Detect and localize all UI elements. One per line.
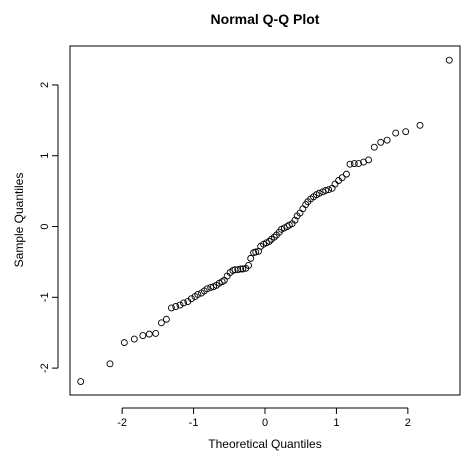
chart-title: Normal Q-Q Plot bbox=[211, 11, 320, 27]
y-axis-label: Sample Quantiles bbox=[12, 173, 26, 268]
data-point bbox=[247, 254, 255, 262]
data-point bbox=[315, 189, 323, 197]
data-point bbox=[270, 233, 278, 241]
x-tick-label: -2 bbox=[117, 417, 127, 429]
data-point bbox=[239, 265, 247, 273]
data-point bbox=[172, 303, 180, 310]
data-point bbox=[157, 319, 165, 327]
x-tick-label: 2 bbox=[405, 417, 411, 429]
data-point bbox=[325, 186, 333, 194]
data-point bbox=[234, 266, 242, 274]
data-point bbox=[338, 174, 346, 182]
x-tick-label: 0 bbox=[262, 417, 268, 429]
data-point bbox=[194, 291, 202, 298]
data-point bbox=[370, 143, 378, 151]
data-point bbox=[167, 304, 175, 312]
y-tick-label: 2 bbox=[39, 82, 51, 88]
data-point bbox=[252, 248, 260, 256]
x-tick-label: -1 bbox=[189, 417, 199, 429]
data-point bbox=[187, 295, 195, 303]
data-point bbox=[383, 136, 391, 144]
data-point bbox=[365, 156, 373, 164]
data-point bbox=[346, 160, 354, 168]
data-point bbox=[355, 160, 363, 167]
data-point bbox=[350, 160, 358, 167]
data-point bbox=[162, 315, 170, 323]
data-point bbox=[218, 278, 226, 286]
data-point bbox=[237, 265, 245, 273]
data-point bbox=[139, 332, 147, 339]
data-point bbox=[299, 205, 307, 213]
data-point bbox=[106, 360, 114, 368]
y-axis: -2 -1 0 1 2 bbox=[39, 82, 59, 373]
data-point bbox=[445, 56, 453, 64]
data-point bbox=[331, 180, 339, 188]
data-point bbox=[392, 129, 400, 137]
x-axis: -2 -1 0 1 2 bbox=[117, 407, 411, 429]
data-points bbox=[77, 56, 453, 385]
data-point bbox=[120, 339, 128, 347]
y-tick-label: 1 bbox=[39, 153, 51, 159]
data-point bbox=[377, 138, 385, 146]
plot-frame bbox=[69, 45, 461, 396]
data-point bbox=[322, 186, 330, 194]
x-tick-label: 1 bbox=[333, 417, 339, 429]
data-point bbox=[152, 329, 160, 337]
data-point bbox=[342, 170, 350, 178]
data-point bbox=[203, 285, 211, 293]
y-tick-label: 0 bbox=[39, 223, 51, 229]
x-axis-label: Theoretical Quantiles bbox=[208, 437, 321, 451]
y-tick-label: -1 bbox=[39, 292, 51, 302]
data-point bbox=[283, 223, 291, 230]
data-point bbox=[328, 184, 336, 192]
data-point bbox=[265, 237, 273, 245]
data-point bbox=[130, 335, 138, 343]
data-point bbox=[291, 216, 299, 224]
data-point bbox=[176, 301, 184, 309]
data-point bbox=[402, 128, 410, 136]
data-point bbox=[180, 299, 188, 307]
data-point bbox=[145, 330, 153, 338]
data-point bbox=[77, 378, 85, 385]
data-point bbox=[416, 121, 424, 129]
y-tick-label: -2 bbox=[39, 363, 51, 373]
data-point bbox=[245, 262, 253, 269]
